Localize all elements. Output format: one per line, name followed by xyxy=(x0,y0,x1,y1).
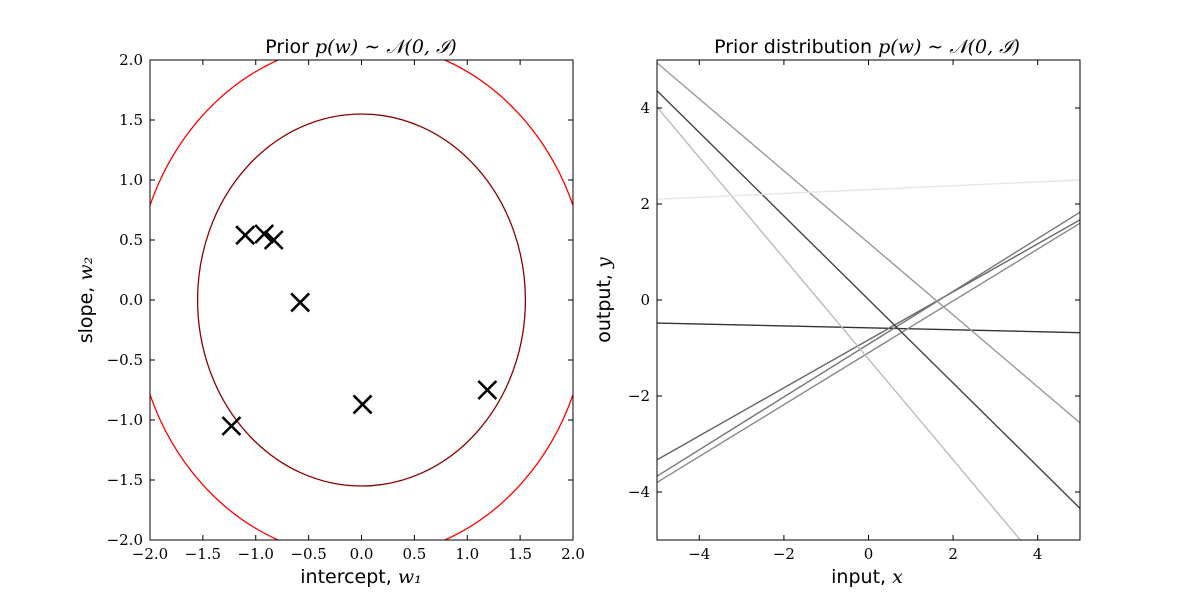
left-x-tick-label: 0.5 xyxy=(402,545,426,563)
left-chart-title: Prior p(w) ∼ 𝒩(0, ℐ) xyxy=(265,36,456,58)
left-y-tick-label: −1.5 xyxy=(107,471,143,489)
sample-markers xyxy=(221,224,498,436)
right-chart-title: Prior distribution p(w) ∼ 𝒩(0, ℐ) xyxy=(714,36,1020,58)
sample-marker xyxy=(221,416,242,436)
left-y-tick-label: 0.5 xyxy=(119,231,143,249)
left-y-tick-label: −0.5 xyxy=(107,351,143,369)
left-x-tick-label: −2.0 xyxy=(132,545,168,563)
sampled-function-line xyxy=(657,179,1080,200)
right-y-tick-label: −4 xyxy=(628,483,650,501)
right-x-tick-label: 0 xyxy=(864,545,874,563)
sampled-function-line xyxy=(657,62,1080,424)
sample-marker xyxy=(254,224,275,244)
sample-marker xyxy=(477,380,498,400)
right-y-tick-label: 2 xyxy=(640,195,650,213)
sampled-function-line xyxy=(657,219,1080,461)
prior-contours xyxy=(150,60,573,540)
sampled-function-lines xyxy=(657,62,1080,540)
right-x-tick-label: 4 xyxy=(1033,545,1043,563)
sampled-function-line xyxy=(657,322,1080,334)
prior-weights-panel: Prior p(w) ∼ 𝒩(0, ℐ) −2.0 −1.5 −1.0 −0.5 0.0… xyxy=(75,36,585,588)
left-y-tick-label: 1.0 xyxy=(119,171,143,189)
sample-marker xyxy=(352,394,373,415)
left-y-tick-label: 1.5 xyxy=(119,111,143,129)
right-y-tick-label: 0 xyxy=(640,291,650,309)
right-x-tick-label: −4 xyxy=(688,545,710,563)
sample-marker xyxy=(263,230,284,250)
left-plot-frame xyxy=(149,59,574,541)
prior-contour-ellipse xyxy=(150,60,573,540)
right-x-tick-label: −2 xyxy=(773,545,795,563)
left-x-tick-label: −1.0 xyxy=(238,545,274,563)
left-y-tick-label: −2.0 xyxy=(107,531,143,549)
right-y-axis-label: output, y xyxy=(593,257,615,343)
left-y-tick-label: 2.0 xyxy=(119,51,143,69)
right-plot-frame xyxy=(656,59,1081,541)
left-x-tick-label: 2.0 xyxy=(561,545,585,563)
left-x-tick-label: 0.0 xyxy=(350,545,374,563)
sampled-function-line xyxy=(657,106,1022,540)
right-y-tick-label: −2 xyxy=(628,387,650,405)
right-y-tick-label: 4 xyxy=(640,99,650,117)
left-axis-ticks: −2.0 −1.5 −1.0 −0.5 0.0 0.5 1.0 1.5 2.0−2.0−1.5−… xyxy=(107,51,585,563)
left-x-tick-label: −1.5 xyxy=(185,545,221,563)
prior-functions-panel: Prior distribution p(w) ∼ 𝒩(0, ℐ) −4 −2 0 2… xyxy=(593,36,1081,588)
sampled-function-line xyxy=(657,211,1080,477)
left-x-tick-label: 1.0 xyxy=(455,545,479,563)
sample-marker xyxy=(235,225,256,246)
left-y-tick-label: −1.0 xyxy=(107,411,143,429)
left-x-axis-label: intercept, w₁ xyxy=(300,566,421,588)
left-x-tick-label: −0.5 xyxy=(290,545,326,563)
left-y-axis-label: slope, w₂ xyxy=(75,257,97,344)
sampled-function-line xyxy=(657,90,1080,509)
right-axis-ticks: −4 −2 0 2 4 −4 −2 0 2 4 xyxy=(628,60,1080,563)
left-x-tick-label: 1.5 xyxy=(508,545,532,563)
prior-contour-ellipse xyxy=(196,113,527,487)
right-x-axis-label: input, x xyxy=(831,566,903,588)
right-x-tick-label: 2 xyxy=(948,545,958,563)
left-y-tick-label: 0.0 xyxy=(119,291,143,309)
sampled-function-line xyxy=(657,222,1080,483)
sample-marker xyxy=(290,292,311,313)
